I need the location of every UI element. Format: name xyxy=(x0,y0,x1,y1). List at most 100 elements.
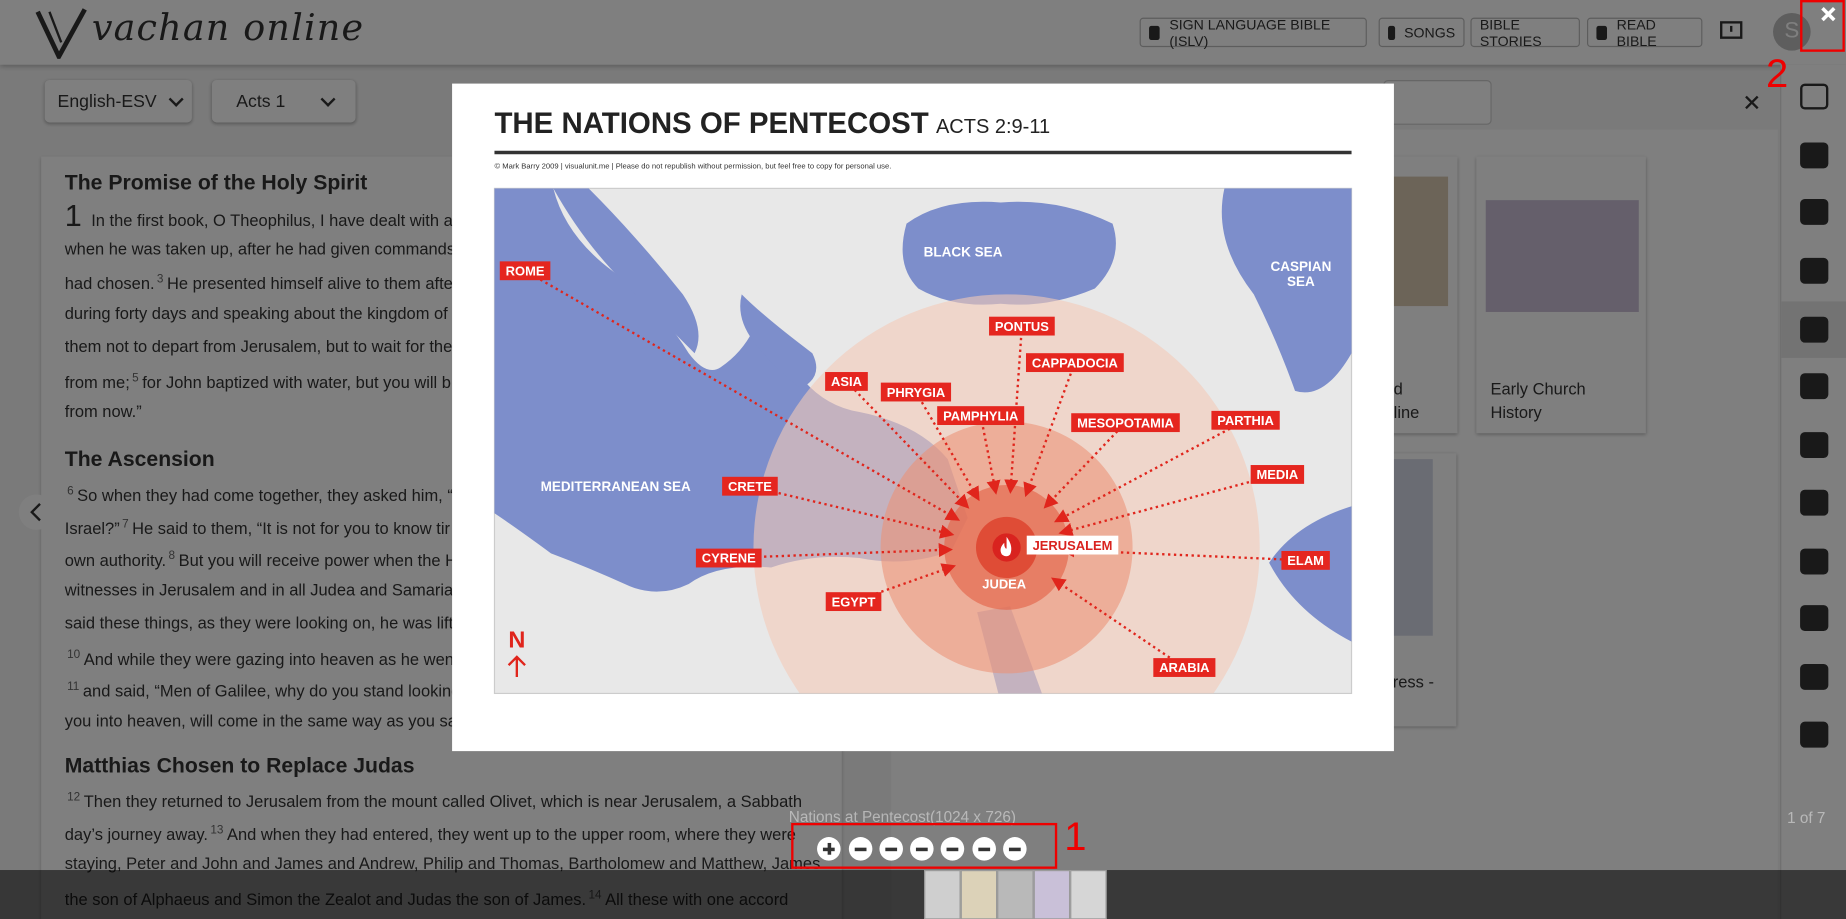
region-box xyxy=(499,261,551,281)
region-box xyxy=(1153,658,1216,677)
flame xyxy=(1000,536,1012,557)
region-box xyxy=(1025,353,1124,373)
region-box xyxy=(880,382,952,402)
sea-label: SEA xyxy=(1287,274,1315,289)
region: PAMPHYLIA xyxy=(937,406,1025,426)
close-x xyxy=(1821,6,1836,22)
image-caption: Nations at Pentecost(1024 x 726) xyxy=(788,807,1016,826)
sea-label: CASPIAN xyxy=(1271,259,1332,274)
region-label: MEDIA xyxy=(1257,467,1299,482)
region-label: ARABIA xyxy=(1159,660,1209,675)
migration-arrow xyxy=(1043,421,1127,509)
image-viewer: THE NATIONS OF PENTECOST ACTS 2:9-11 © M… xyxy=(452,83,1394,752)
region: MEDIA xyxy=(1250,465,1305,484)
region-label: JUDEA xyxy=(982,577,1026,592)
map-credit: © Mark Barry 2009 | visualunit.me | Plea… xyxy=(494,161,891,170)
thumbnail-strip xyxy=(0,870,1846,919)
toolbar-glyph xyxy=(885,847,898,851)
region-box xyxy=(989,316,1055,336)
toolbar-button[interactable] xyxy=(910,837,934,861)
migration-arrow xyxy=(749,485,955,539)
toolbar-glyph xyxy=(915,847,928,851)
region-label: PARTHIA xyxy=(1217,413,1274,428)
toolbar-button[interactable] xyxy=(1003,837,1027,861)
migration-arrow xyxy=(1051,577,1186,669)
black-sea xyxy=(902,201,1116,305)
migration-arrow xyxy=(1058,473,1278,537)
region-label: MESOPOTAMIA xyxy=(1077,415,1174,430)
toolbar-button[interactable] xyxy=(940,837,965,861)
flame-badge xyxy=(992,533,1021,562)
region-label: ROME xyxy=(506,263,545,278)
region-box xyxy=(1026,535,1119,555)
toolbar-button[interactable] xyxy=(817,837,841,861)
compass-arrow xyxy=(507,655,526,677)
sea-label: MEDITERRANEAN SEA xyxy=(541,479,691,494)
region: PHRYGIA xyxy=(880,382,952,402)
region-box xyxy=(1250,465,1305,484)
region-box xyxy=(937,406,1025,426)
toolbar-button[interactable] xyxy=(972,837,996,861)
region-box xyxy=(825,592,882,612)
region-label: CAPPADOCIA xyxy=(1032,355,1118,370)
region: JUDEA xyxy=(982,577,1026,592)
region: CRETE xyxy=(722,476,778,496)
region: CYRENE xyxy=(695,548,762,568)
thumbnails xyxy=(924,870,1107,919)
region: ELAM xyxy=(1281,550,1330,570)
toolbar-glyph xyxy=(978,847,991,851)
toolbar-button[interactable] xyxy=(848,837,873,861)
caspian-sea xyxy=(1221,188,1352,393)
region-box xyxy=(1281,550,1330,570)
viewer-toolbar xyxy=(791,822,1058,869)
region: CAPPADOCIA xyxy=(1025,353,1124,373)
toolbar-button[interactable] xyxy=(879,837,903,861)
region-label: ELAM xyxy=(1287,553,1324,568)
region: PARTHIA xyxy=(1211,410,1280,430)
region: ARABIA xyxy=(1153,658,1216,677)
map-image: THE NATIONS OF PENTECOST ACTS 2:9-11 © M… xyxy=(493,107,1353,695)
thumbnail[interactable] xyxy=(1070,870,1107,919)
region-box xyxy=(1211,410,1280,430)
annotation: 2 xyxy=(1765,51,1789,97)
toolbar-glyph xyxy=(1008,847,1021,851)
annotation-box xyxy=(1800,0,1845,52)
migration-arrow xyxy=(728,542,953,560)
region-labels: ROME PONTUS CAPPADOCIA ASIA PHRYGIA PAMPHYLIA… xyxy=(499,261,1330,677)
thumbnail[interactable] xyxy=(960,870,998,919)
image-counter: 1 of 7 xyxy=(1787,808,1826,827)
region-label: JERUSALEM xyxy=(1033,538,1113,553)
region-label: PONTUS xyxy=(995,319,1049,334)
viewer-close[interactable] xyxy=(1819,5,1838,24)
region-label: ASIA xyxy=(831,374,862,389)
region-label: PAMPHYLIA xyxy=(943,408,1018,423)
region-label: EGYPT xyxy=(832,594,876,609)
region: MESOPOTAMIA xyxy=(1071,413,1180,433)
thumbnail[interactable] xyxy=(997,870,1034,919)
migration-arrow xyxy=(1053,419,1247,523)
region: ASIA xyxy=(825,372,868,391)
region: PONTUS xyxy=(989,316,1055,336)
migration-arrow xyxy=(979,415,1001,495)
region-label: CRETE xyxy=(728,479,772,494)
sea-label: BLACK SEA xyxy=(924,245,1003,260)
persian-gulf xyxy=(1269,506,1352,642)
toolbar-glyph xyxy=(827,842,831,855)
map-title: THE NATIONS OF PENTECOST xyxy=(494,107,928,140)
migration-arrow xyxy=(524,269,961,521)
region: ROME xyxy=(499,261,551,281)
thumbnail[interactable] xyxy=(924,870,961,919)
region: EGYPT xyxy=(825,592,882,612)
thumbnail[interactable] xyxy=(1033,870,1071,919)
aegean xyxy=(740,294,817,389)
region-box xyxy=(722,476,778,496)
region-box xyxy=(1071,413,1180,433)
adriatic xyxy=(553,188,699,354)
region-box xyxy=(695,548,762,568)
annotation: 1 xyxy=(1064,814,1087,860)
